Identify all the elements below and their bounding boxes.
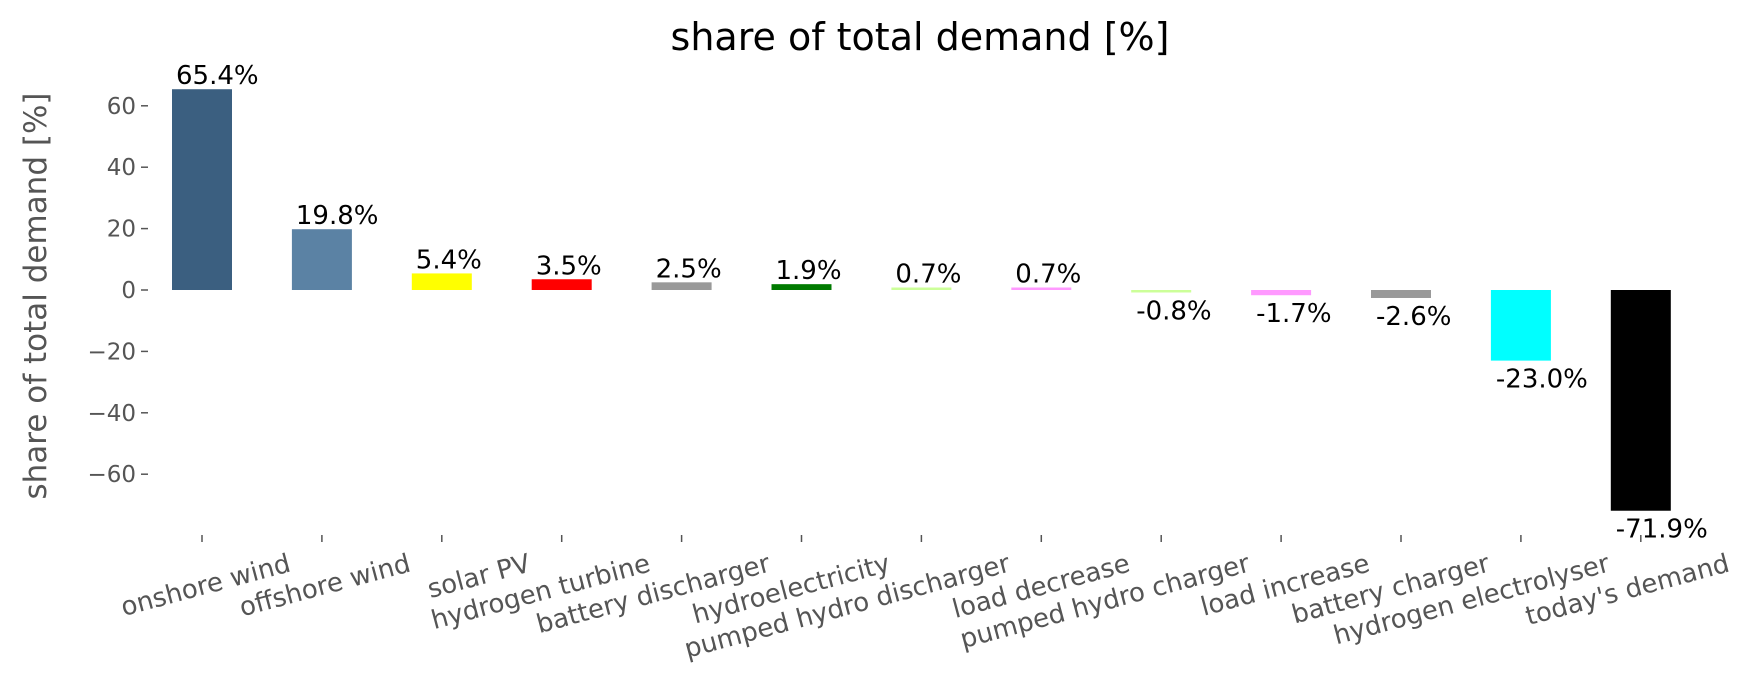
data-labels: 65.4% 19.8% 5.4% 3.5% 2.5% 1.9% 0.7% 0.7% -0.8% -… xyxy=(176,61,1708,545)
data-label: 19.8% xyxy=(296,201,379,231)
bar xyxy=(891,287,952,290)
data-label: -23.0% xyxy=(1496,365,1588,395)
y-tick-label: 20 xyxy=(107,217,136,243)
bar xyxy=(651,282,712,290)
data-label: 5.4% xyxy=(416,245,482,275)
data-label: 2.5% xyxy=(656,254,722,284)
bar xyxy=(172,89,232,290)
data-label: 1.9% xyxy=(776,256,842,286)
y-tick-label: 0 xyxy=(121,278,136,304)
data-label: -71.9% xyxy=(1616,515,1708,545)
data-label: 0.7% xyxy=(1015,260,1081,290)
bar xyxy=(1251,290,1312,296)
bar xyxy=(1610,290,1671,511)
data-label: -1.7% xyxy=(1256,299,1331,329)
y-tick-label: −60 xyxy=(87,462,136,488)
data-label: -0.8% xyxy=(1136,297,1211,327)
y-tick-label: 60 xyxy=(107,94,136,120)
bar xyxy=(291,229,352,290)
y-axis: −60 −40 −20 0 20 40 60 xyxy=(87,94,148,488)
y-tick-label: −40 xyxy=(87,401,136,427)
data-label: 0.7% xyxy=(895,260,961,290)
bar xyxy=(771,284,832,290)
bar xyxy=(1131,290,1192,293)
y-axis-label: share of total demand [%] xyxy=(18,92,54,499)
data-label: 65.4% xyxy=(176,61,259,91)
bar xyxy=(531,279,592,290)
y-tick-label: −20 xyxy=(87,339,136,365)
data-label: 3.5% xyxy=(536,251,602,281)
bar xyxy=(1011,287,1072,290)
data-label: -2.6% xyxy=(1376,302,1451,332)
bar xyxy=(411,273,472,290)
bars xyxy=(172,89,1671,511)
bar xyxy=(1490,290,1551,361)
bar xyxy=(1371,290,1431,298)
y-tick-label: 40 xyxy=(107,155,136,181)
chart-title: share of total demand [%] xyxy=(671,15,1170,59)
